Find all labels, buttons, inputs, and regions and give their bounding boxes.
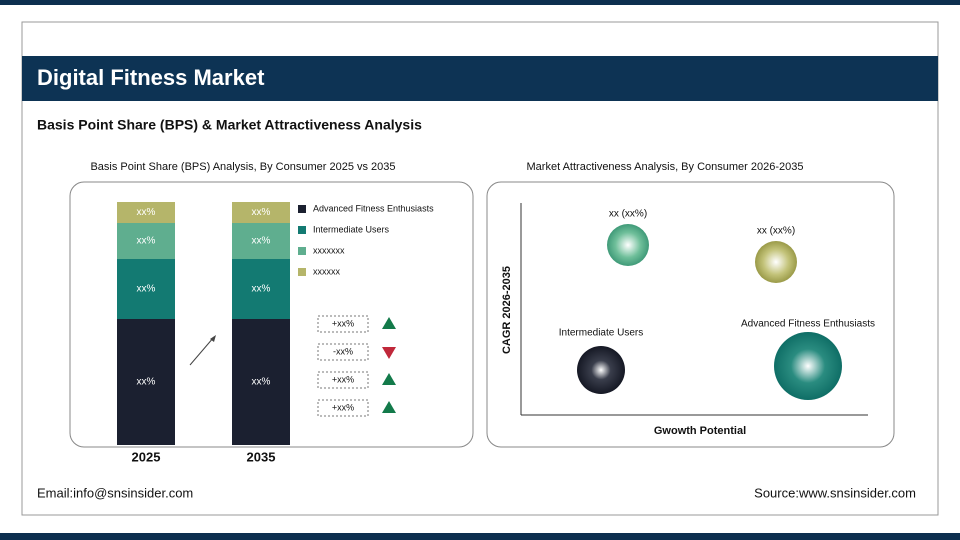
legend-swatch [298, 268, 306, 276]
change-box [317, 315, 369, 333]
source: Source:www.snsinsider.com [754, 485, 916, 500]
segment-label: xx% [252, 284, 271, 295]
change-box [317, 399, 369, 417]
legend-label: xxxxxx [313, 266, 341, 276]
right-title: Market Attractiveness Analysis, By Consu… [527, 161, 804, 173]
bubble-label: xx (xx%) [757, 226, 795, 237]
legend-swatch [298, 247, 306, 255]
left-panel [69, 181, 474, 448]
change-label: +xx% [332, 402, 354, 412]
year-label: 2035 [247, 449, 276, 464]
change-box [317, 343, 369, 361]
segment-label: xx% [252, 377, 271, 388]
change-label: +xx% [332, 374, 354, 384]
bubble [755, 241, 797, 283]
legend-label: Intermediate Users [313, 224, 390, 234]
legend-label: Advanced Fitness Enthusiasts [313, 203, 434, 213]
segment-label: xx% [137, 377, 156, 388]
legend-swatch [298, 205, 306, 213]
bubble [607, 224, 649, 266]
bubble-label: Intermediate Users [559, 328, 643, 339]
year-label: 2025 [132, 449, 161, 464]
up-arrow [382, 317, 396, 329]
header-band [22, 56, 938, 101]
segment-label: xx% [252, 236, 271, 247]
change-label: -xx% [333, 346, 353, 356]
bar-segment [232, 259, 290, 319]
up-arrow [382, 373, 396, 385]
up-arrow [382, 401, 396, 413]
bar-segment [232, 319, 290, 445]
title: Digital Fitness Market [37, 65, 265, 90]
bubble [774, 332, 842, 400]
trend-arrow-head [210, 335, 216, 342]
bubble [577, 346, 625, 394]
card [21, 21, 939, 516]
bottom-bar [0, 533, 960, 540]
segment-label: xx% [252, 207, 271, 218]
email: Email:info@snsinsider.com [37, 485, 193, 500]
change-label: +xx% [332, 318, 354, 328]
bubble-label: xx (xx%) [609, 209, 647, 220]
trend-arrow [189, 336, 215, 366]
bar-segment [232, 223, 290, 259]
segment-label: xx% [137, 284, 156, 295]
bar-segment [117, 202, 175, 223]
down-arrow [382, 347, 396, 359]
top-bar [0, 0, 960, 5]
left-title: Basis Point Share (BPS) Analysis, By Con… [90, 161, 395, 173]
right-panel [486, 181, 895, 448]
change-box [317, 371, 369, 389]
bar-segment [117, 259, 175, 319]
legend-swatch [298, 226, 306, 234]
bar-segment [117, 223, 175, 259]
segment-label: xx% [137, 207, 156, 218]
bar-segment [117, 319, 175, 445]
bar-segment [232, 202, 290, 223]
subtitle: Basis Point Share (BPS) & Market Attract… [37, 117, 422, 133]
bubble-label: Advanced Fitness Enthusiasts [741, 319, 875, 330]
segment-label: xx% [137, 236, 156, 247]
y-axis-label: CAGR 2026-2035 [501, 266, 513, 354]
legend-label: xxxxxxx [313, 245, 345, 255]
x-axis-label: Gwowth Potential [654, 425, 746, 437]
